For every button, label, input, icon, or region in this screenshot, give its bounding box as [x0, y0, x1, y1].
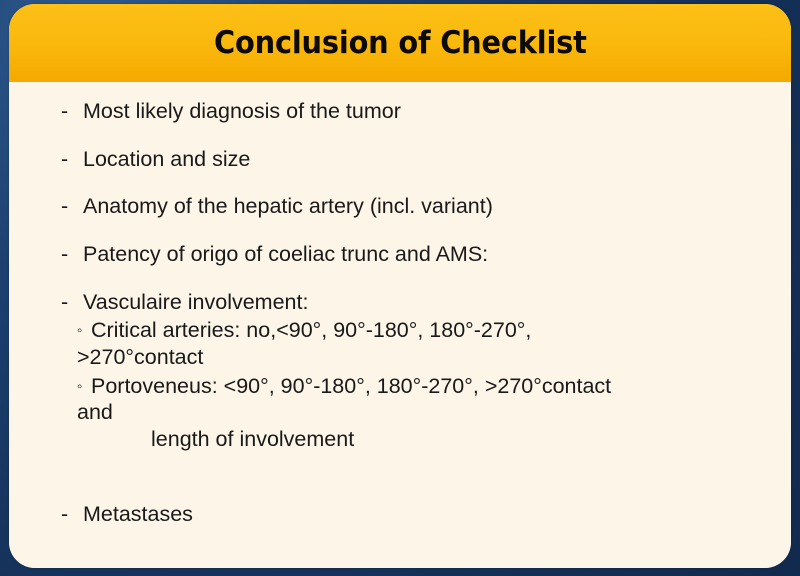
sub-list-item-label: Portoveneus: <90°, 90°-180°, 180°-270°, … — [91, 373, 612, 398]
slide-content: - Most likely diagnosis of the tumor - Loc… — [9, 82, 791, 568]
slide-panel: Conclusion of Checklist - Most likely dia… — [9, 4, 791, 568]
sub-list-item-continuation: >270°contact — [77, 344, 204, 369]
checklist-bullet-list: - Most likely diagnosis of the tumor - Loc… — [61, 98, 767, 527]
page-title: Conclusion of Checklist — [213, 24, 587, 61]
sub-list-item-continuation: and — [77, 400, 113, 425]
list-item-label: Location and size — [83, 146, 251, 171]
dash-bullet-icon: - — [61, 99, 69, 123]
sub-list-item-label: Critical arteries: no,<90°, 90°-180°, 18… — [91, 318, 532, 343]
list-item-label: Vasculaire involvement: — [83, 289, 309, 314]
sub-list-item: ◦ Critical arteries: no,<90°, 90°-180°, 1… — [61, 318, 531, 342]
slide-title-band: Conclusion of Checklist — [9, 4, 791, 82]
dash-bullet-icon: - — [61, 289, 69, 314]
sub-list-item: ◦ Portoveneus: <90°, 90°-180°, 180°-270°,… — [61, 374, 611, 398]
list-item-label: Most likely diagnosis of the tumor — [83, 99, 401, 123]
dash-bullet-icon: - — [61, 194, 69, 219]
list-item: - Metastases — [61, 501, 767, 528]
list-item: ◦ Portoveneus: <90°, 90°-180°, 180°-270°,… — [61, 373, 767, 453]
list-item-label: Metastases — [83, 501, 193, 526]
circle-bullet-icon: ◦ — [77, 322, 83, 340]
list-item: - Location and size — [61, 146, 767, 173]
list-item: - Patency of origo of coeliac trunc and A… — [61, 241, 767, 268]
list-item: - Anatomy of the hepatic artery (incl. va… — [61, 193, 767, 220]
list-item-label: Anatomy of the hepatic artery (incl. var… — [83, 194, 493, 219]
list-item: - Most likely diagnosis of the tumor — [61, 98, 767, 125]
sub-list-item-detail: length of involvement — [151, 426, 355, 451]
circle-bullet-icon: ◦ — [77, 377, 83, 395]
dash-bullet-icon: - — [61, 501, 69, 526]
list-item: ◦ Critical arteries: no,<90°, 90°-180°, 1… — [61, 317, 767, 370]
dash-bullet-icon: - — [61, 241, 69, 266]
list-item: - Vasculaire involvement: — [61, 289, 767, 316]
list-item-label: Patency of origo of coeliac trunc and AM… — [83, 241, 489, 266]
dash-bullet-icon: - — [61, 146, 69, 171]
